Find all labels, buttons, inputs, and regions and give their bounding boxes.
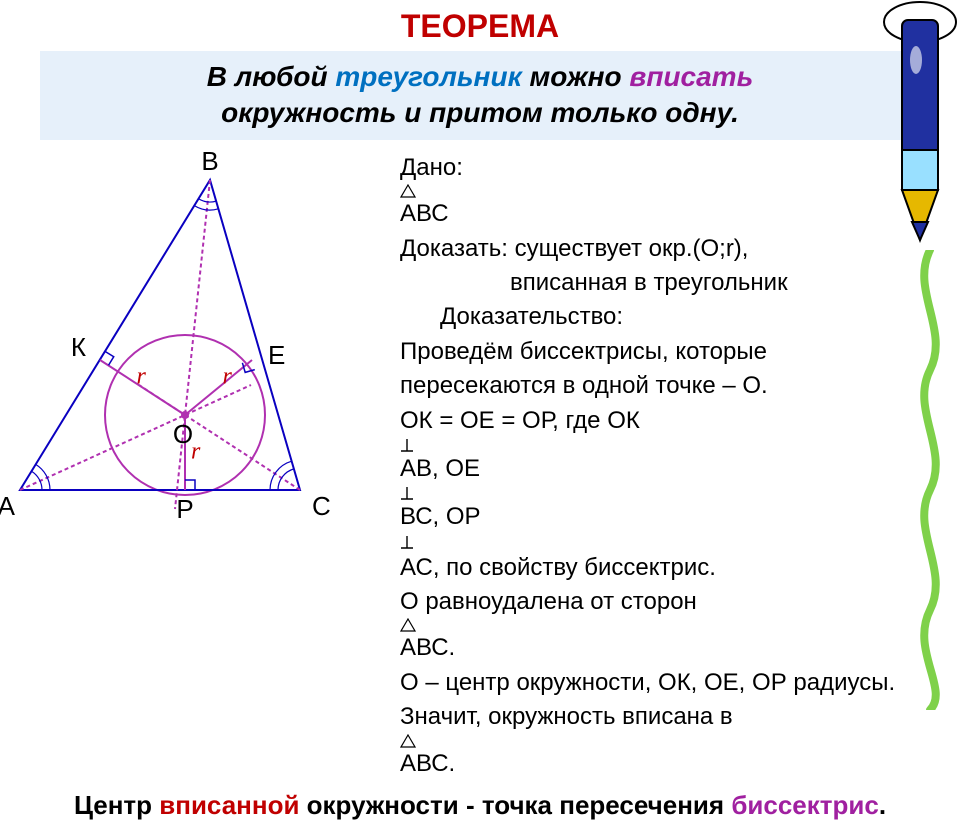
theorem-p5: окружность и притом только одну. <box>221 97 739 128</box>
given-label: Дано: <box>400 154 463 181</box>
triangle-icon <box>400 184 416 198</box>
proof-column: Дано: АВС Доказать: существует окр.(О;r)… <box>400 150 960 782</box>
conclusion: Центр вписанной окружности - точка перес… <box>0 790 960 821</box>
triangle-icon <box>400 734 416 748</box>
prove-label: Доказать: <box>400 235 508 262</box>
proof-line3a: ОК = ОЕ = ОР, где ОК <box>400 407 640 434</box>
prove-line1: Доказать: существует окр.(О;r), <box>400 233 900 265</box>
svg-text:Р: Р <box>176 494 193 524</box>
proof-line3b: АВ, ОЕ <box>400 455 480 482</box>
svg-text:r: r <box>223 363 233 389</box>
proof-line2: пересекаются в одной точке – О. <box>400 370 900 402</box>
conc-p3: окружности - точка пересечения <box>307 790 732 820</box>
proof-line7: Значит, окружность вписана в АВС. <box>400 701 900 780</box>
svg-text:А: А <box>0 491 16 521</box>
svg-text:С: С <box>312 491 331 521</box>
proof-line4: АС, по свойству биссектрис. <box>400 552 900 584</box>
proof-line3: ОК = ОЕ = ОР, где ОК АВ, ОЕ ВС, ОР <box>400 405 900 550</box>
conc-p5: . <box>879 790 886 820</box>
page-title: ТЕОРЕМА <box>0 0 960 45</box>
given-line: Дано: АВС <box>400 152 900 231</box>
prove-body1: существует окр.(О;r), <box>515 235 749 262</box>
theorem-p3: можно <box>522 61 630 92</box>
proof-line7a: Значит, окружность вписана в <box>400 703 733 730</box>
proof-line1: Проведём биссектрисы, которые <box>400 336 900 368</box>
triangle-icon <box>400 618 416 632</box>
conc-p4: биссектрис <box>731 790 879 820</box>
svg-text:r: r <box>137 363 147 389</box>
svg-text:О: О <box>173 419 193 449</box>
proof-label: Доказательство: <box>440 303 623 330</box>
prove-body2: вписанная в треугольник <box>510 269 788 296</box>
perp-icon <box>400 437 414 453</box>
triangle-diagram: rrrАВСКЕРО <box>0 150 400 530</box>
diagram-column: rrrАВСКЕРО <box>0 150 400 782</box>
conc-p1: Центр <box>74 790 159 820</box>
title-text: ТЕОРЕМА <box>401 8 559 44</box>
proof-line3c: ВС, ОР <box>400 503 481 530</box>
proof-line5b: АВС. <box>400 634 455 661</box>
svg-text:В: В <box>201 150 218 176</box>
conc-p2: вписанной <box>159 790 306 820</box>
proof-line5a: О равноудалена от сторон <box>400 588 697 615</box>
theorem-p2: треугольник <box>335 61 521 92</box>
theorem-p4: вписать <box>629 61 753 92</box>
theorem-statement: В любой треугольник можно вписать окружн… <box>40 51 920 140</box>
proof-label-line: Доказательство: <box>400 301 900 333</box>
crayon-squiggle <box>905 250 955 710</box>
perp-icon <box>400 485 414 501</box>
content-row: rrrАВСКЕРО Дано: АВС Доказать: существуе… <box>0 150 960 782</box>
crayon-icon <box>880 0 960 260</box>
theorem-p1: В любой <box>207 61 336 92</box>
proof-line7b: АВС. <box>400 750 455 777</box>
svg-text:К: К <box>71 332 86 362</box>
perp-icon <box>400 534 414 550</box>
given-body: АВС <box>400 200 449 227</box>
proof-line6: О – центр окружности, ОК, ОЕ, ОР радиусы… <box>400 667 900 699</box>
svg-text:Е: Е <box>268 340 285 370</box>
prove-line2: вписанная в треугольник <box>400 267 900 299</box>
proof-line5: О равноудалена от сторон АВС. <box>400 586 900 665</box>
